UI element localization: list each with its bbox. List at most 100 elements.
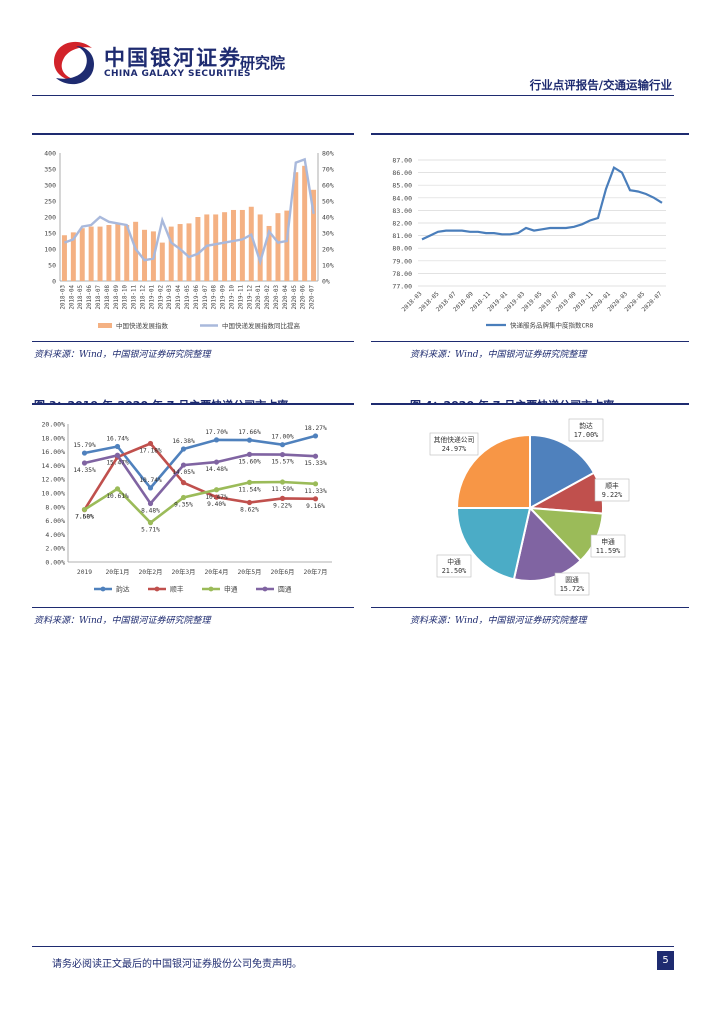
series-point [279,442,286,448]
data-label: 8.62% [240,507,259,514]
x-tick-label: 2018-05 [78,284,84,309]
bar [61,235,67,281]
y-tick-label: 4.00% [45,531,65,539]
source-note-1: 资料来源：Wind，中国银河证券研究院整理 [34,350,211,360]
right-tick-label: 80% [322,150,334,158]
data-label: 17.66% [238,429,261,436]
series-line-0 [84,434,316,490]
x-tick-label: 2020-04 [283,284,289,309]
legend-marker [262,586,268,592]
x-tick-label: 2019-01 [149,284,155,309]
y-tick-label: 10.00% [42,490,66,498]
bar [213,214,219,281]
y-tick-label: 14.00% [42,462,66,470]
x-tick-label: 2019-06 [194,284,200,309]
data-label: 11.59% [271,486,294,493]
y-tick-label: 86.00 [392,169,412,177]
left-tick-label: 0 [52,278,56,286]
data-label: 10.61% [106,493,129,500]
page-number: 5 [657,951,674,970]
data-label: 9.35% [174,501,193,508]
left-tick-label: 200 [44,214,56,222]
header-rule [32,95,674,96]
bar [106,225,112,281]
series-point [312,453,319,459]
data-label: 8.48% [141,507,160,514]
x-tick-label: 20年6月 [271,567,295,576]
x-tick-label: 20年4月 [205,567,229,576]
bar [177,224,183,281]
series-point [114,452,121,458]
x-tick-label: 2018-04 [69,284,75,309]
pie-slice [529,433,596,510]
data-label: 15.33% [304,460,327,467]
bar [275,213,281,281]
source-rule-3 [32,607,354,608]
bar [293,172,299,281]
y-tick-label: 80.00 [392,245,412,253]
data-label: 15.60% [238,458,261,465]
x-tick-label: 2019-11 [238,284,244,309]
legend-label: 顺丰 [170,585,184,594]
x-tick-label: 2018-03 [60,284,66,309]
pie-label-value: 24.97% [442,445,467,453]
x-tick-label: 2018-06 [87,284,93,309]
x-tick-label: 20年5月 [238,567,262,576]
y-tick-label: 83.00 [392,207,412,215]
data-label: 17.18% [139,447,162,454]
x-tick-label: 2019-08 [212,284,218,309]
series-point [147,520,154,526]
x-tick-label: 2020-06 [301,284,307,309]
data-label: 10.74% [139,477,162,484]
series-point [147,440,154,447]
y-tick-label: 87.00 [392,157,412,165]
data-label: 9.22% [273,502,292,509]
x-tick-label: 2020-03 [274,284,280,309]
bar [230,209,236,281]
data-label: 5.71% [141,527,160,534]
x-tick-label: 2019-05 [185,284,191,309]
x-tick-label: 2020-01 [256,284,262,309]
left-tick-label: 300 [44,182,56,190]
bar [133,221,139,281]
x-tick-label: 2019-10 [229,284,235,309]
bar [248,206,254,281]
institute-name: 研究院 [240,54,286,72]
pie-label-name: 申通 [601,537,615,546]
bar [168,226,174,281]
left-tick-label: 400 [44,150,56,158]
source-rule-2 [371,341,689,342]
bar [239,209,245,281]
panel-rule-mid-left [32,403,354,405]
x-tick-label: 2019-07 [203,284,209,309]
x-tick-label: 2018-12 [141,285,147,309]
data-label: 9.16% [306,503,325,510]
series-point [246,451,253,457]
cr8-index-chart: 77.00 78.00 79.00 80.00 81.00 82.00 83.00 84.00… [392,157,666,330]
legend-label: 申通 [224,585,238,594]
panel-rule-top-right [371,133,689,135]
pie-label-box [568,418,604,442]
series-line-2 [83,480,316,525]
data-label: 14.48% [205,466,228,473]
y-tick-label: 2.00% [45,545,65,553]
bar [204,214,210,281]
series-point [279,479,286,485]
company-name-en: CHINA GALAXY SECURITIES [104,69,251,79]
bar [186,223,192,281]
series-point [246,437,253,443]
data-label: 7.58% [75,514,94,521]
y-tick-label: 0.00% [45,559,65,567]
data-label: 18.27% [304,425,327,432]
series-point [312,481,319,487]
x-tick-label: 2019-12 [247,285,253,309]
pie-label-name: 圆通 [565,575,579,584]
y-tick-label: 20.00% [42,421,66,429]
pie-label-box [436,554,472,578]
y-tick-label: 18.00% [42,434,66,442]
pie-label-box [590,534,626,558]
right-tick-label: 60% [322,182,334,190]
y-tick-label: 79.00 [392,257,412,265]
right-tick-label: 30% [322,230,334,238]
panel-rule-mid-right [371,403,689,405]
